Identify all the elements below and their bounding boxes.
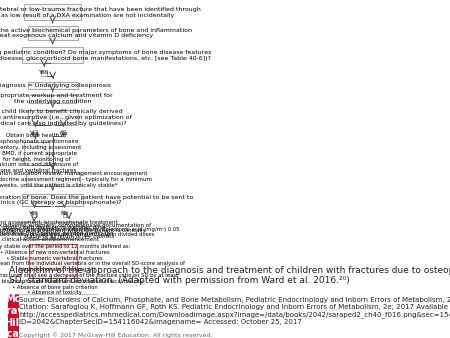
FancyBboxPatch shape [32,211,36,217]
Text: Rule out a failure of any of the active biochemical parameters of bone and infla: Rule out a failure of any of the active … [0,27,192,38]
Text: A risk-adverse summary, comprehensive documentation of
bisphosphonate treatment : A risk-adverse summary, comprehensive do… [0,222,151,239]
FancyBboxPatch shape [22,47,83,63]
Text: Ongoing systematic consideration of bone. Does the patient have potential to be : Ongoing systematic consideration of bone… [0,195,193,206]
FancyBboxPatch shape [20,222,47,239]
Text: Is the child likely to benefit clinically derived
from the antiresorptive (i.e.,: Is the child likely to benefit clinicall… [0,109,131,126]
Text: Provide information education review, management encouragement
Go back with endo: Provide information education review, ma… [0,171,152,188]
FancyBboxPatch shape [29,244,77,278]
Text: Source: Disorders of Calcium, Phosphate, and Bone Metabolism, Pediatric Endocrin: Source: Disorders of Calcium, Phosphate,… [19,297,450,324]
Text: Mc
Graw
Hill
Education: Mc Graw Hill Education [0,294,40,338]
FancyBboxPatch shape [55,222,82,239]
FancyBboxPatch shape [33,130,37,136]
FancyBboxPatch shape [22,194,83,207]
Text: Copyright © 2017 McGraw-Hill Education. All rights reserved.: Copyright © 2017 McGraw-Hill Education. … [19,333,213,338]
Text: Does the child have an underlying pediatric condition? Do major symptoms of bone: Does the child have an underlying pediat… [0,50,212,61]
FancyBboxPatch shape [63,211,66,217]
FancyBboxPatch shape [27,26,78,40]
Text: Children with a single mild vertebral or low-trauma fracture that have been iden: Children with a single mild vertebral or… [0,7,201,18]
Text: Yes: Yes [30,130,40,136]
FancyBboxPatch shape [24,4,81,20]
Text: Evaluate monitoring assessment, bisphosphonate treatment
for one of two goals - : Evaluate monitoring assessment, bisphosp… [0,220,117,242]
Text: No: No [59,130,68,136]
FancyBboxPatch shape [29,95,76,103]
Text: Yes: Yes [29,211,39,216]
Text: Obtain bone health or
bisphosphonate questionnaire
inventory, including assessme: Obtain bone health or bisphosphonate que… [0,134,81,173]
FancyBboxPatch shape [24,142,49,165]
FancyBboxPatch shape [27,111,78,125]
FancyBboxPatch shape [41,70,47,76]
Text: No: No [60,211,68,216]
Text: Appropriate workup and treatment for
the underlying condition: Appropriate workup and treatment for the… [0,94,113,104]
Text: Starting doses: Pamidronate (mg/m²) 6 mg/dose in divided doses. Zoledronic acid : Starting doses: Pamidronate (mg/m²) 6 mg… [0,226,184,295]
Text: Diagnosis = Underlying osteoporosis: Diagnosis = Underlying osteoporosis [0,83,111,88]
Text: Yes: Yes [39,70,49,75]
Text: Algorithm of the approach to the diagnosis and treatment of children with fractu: Algorithm of the approach to the diagnos… [9,266,450,285]
FancyBboxPatch shape [27,82,78,89]
FancyBboxPatch shape [8,294,18,338]
FancyBboxPatch shape [62,130,65,136]
FancyBboxPatch shape [26,172,80,186]
